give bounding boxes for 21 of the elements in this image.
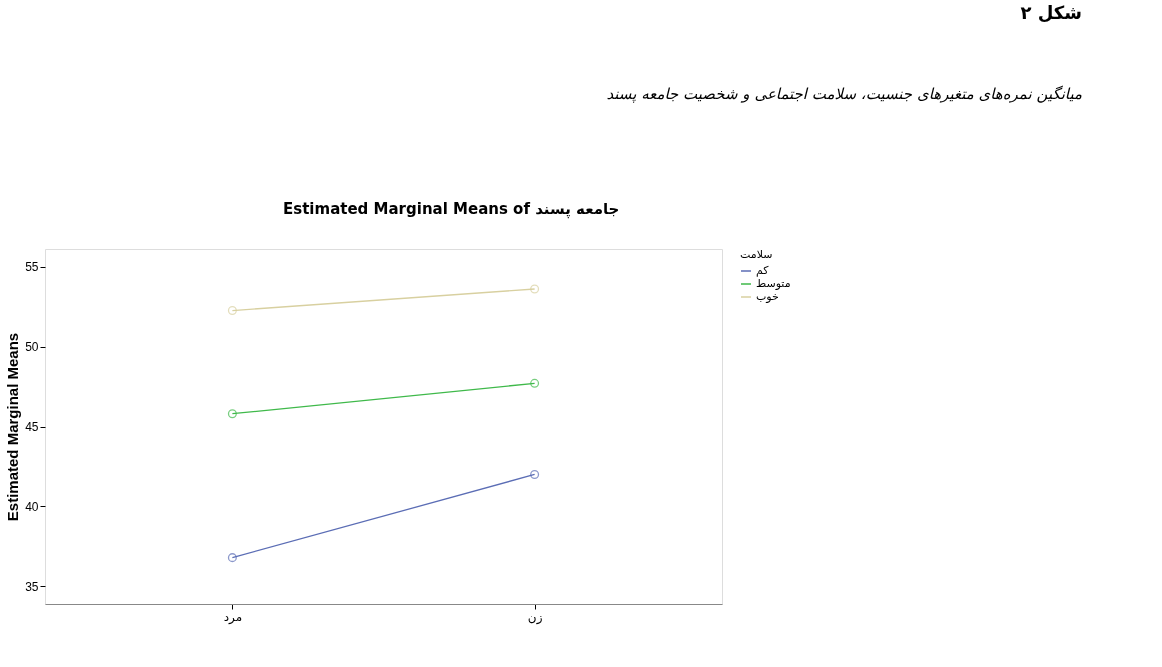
legend-label: کم xyxy=(756,264,770,277)
point xyxy=(227,553,237,563)
point xyxy=(530,378,540,388)
legend-label: خوب xyxy=(756,290,779,303)
point xyxy=(530,284,540,294)
point xyxy=(227,409,237,419)
x-tick-label: زن xyxy=(527,609,543,625)
legend-title: سلامت xyxy=(740,248,773,261)
y-tick-label: 45 xyxy=(25,420,39,434)
chart-title: Estimated Marginal Means of جامعه پسند xyxy=(283,200,620,219)
y-tick-label: 55 xyxy=(25,260,39,275)
y-axis-title: Estimated Marginal Means xyxy=(4,332,22,522)
y-tick-label: 40 xyxy=(25,499,39,514)
point xyxy=(530,469,540,479)
x-tick-label: مرد xyxy=(223,609,243,625)
y-tick-label: 50 xyxy=(25,340,39,355)
text: شکل ۲ xyxy=(1020,2,1082,23)
text: میانگین نمره‌های متغیرهای جنسیت، سلامت اجتماعی و شخصیت جامعه پسند xyxy=(606,85,1082,103)
legend-label: متوسط xyxy=(756,277,791,290)
y-tick-label: 35 xyxy=(25,579,39,594)
point xyxy=(227,306,237,316)
